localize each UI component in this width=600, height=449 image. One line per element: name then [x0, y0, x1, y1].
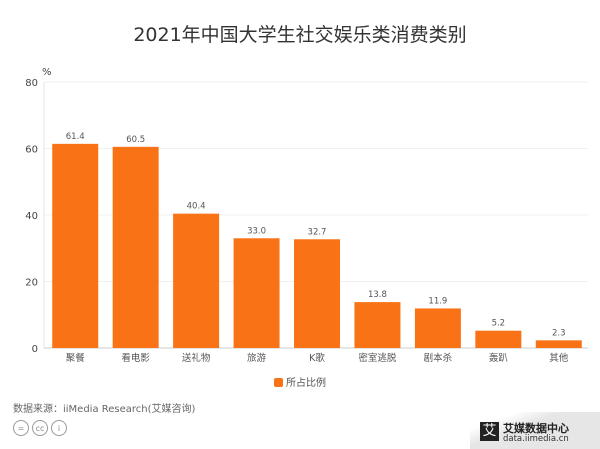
y-tick-label: 80 — [25, 78, 38, 89]
bar[interactable] — [52, 143, 99, 348]
bar[interactable] — [233, 238, 280, 348]
bar-chart: 0 20 40 60 80% 61.4 聚餐 60.5 看电影 40.4 送礼物 33.0 旅游 32.7… — [25, 67, 588, 364]
license-icons: = cc i — [13, 420, 67, 436]
x-tick-label: 旅游 — [247, 352, 267, 364]
data-label: 60.5 — [126, 135, 145, 145]
data-label: 13.8 — [368, 290, 387, 300]
data-label: 2.3 — [552, 328, 566, 338]
y-axis-unit: % — [42, 67, 52, 78]
cc-icon: cc — [32, 420, 48, 436]
nd-icon: = — [13, 420, 29, 436]
bar[interactable] — [475, 330, 522, 348]
brand-name: 艾媒数据中心 — [503, 422, 569, 435]
legend-label: 所占比例 — [286, 378, 326, 389]
brand-url: data.iimedia.cn — [503, 434, 569, 444]
brand-watermark: 艾 艾媒数据中心 data.iimedia.cn — [470, 412, 600, 449]
y-tick-label: 40 — [25, 211, 38, 222]
legend-swatch — [274, 378, 283, 387]
bar[interactable] — [294, 239, 340, 348]
data-label: 40.4 — [187, 202, 206, 212]
brand-logo-icon: 艾 — [480, 422, 499, 441]
chart-title: 2021年中国大学生社交娱乐类消费类别 — [133, 24, 467, 46]
bar[interactable] — [112, 146, 159, 348]
x-tick-label: 其他 — [549, 352, 569, 364]
bar[interactable] — [173, 213, 220, 348]
y-tick-label: 60 — [25, 145, 38, 156]
data-label: 33.0 — [247, 226, 266, 236]
source-note: 数据来源：iiMedia Research(艾媒咨询) — [13, 404, 196, 415]
by-icon: i — [51, 420, 67, 436]
x-tick-label: 聚餐 — [66, 352, 86, 364]
data-label: 32.7 — [308, 227, 327, 237]
x-tick-label: 轰趴 — [489, 352, 509, 364]
x-tick-label: 送礼物 — [182, 352, 211, 364]
bar[interactable] — [354, 302, 401, 348]
y-tick-label: 20 — [25, 278, 38, 289]
data-label: 61.4 — [66, 132, 85, 142]
y-tick-label: 0 — [32, 344, 38, 355]
bar[interactable] — [414, 308, 461, 348]
x-tick-label: K歌 — [309, 352, 325, 364]
data-label: 11.9 — [428, 296, 447, 306]
x-tick-label: 看电影 — [121, 352, 150, 364]
x-tick-label: 密室逃脱 — [358, 352, 397, 364]
legend[interactable]: 所占比例 — [0, 374, 600, 389]
x-tick-label: 剧本杀 — [424, 352, 453, 364]
bar[interactable] — [535, 340, 582, 348]
data-label: 5.2 — [492, 319, 506, 329]
